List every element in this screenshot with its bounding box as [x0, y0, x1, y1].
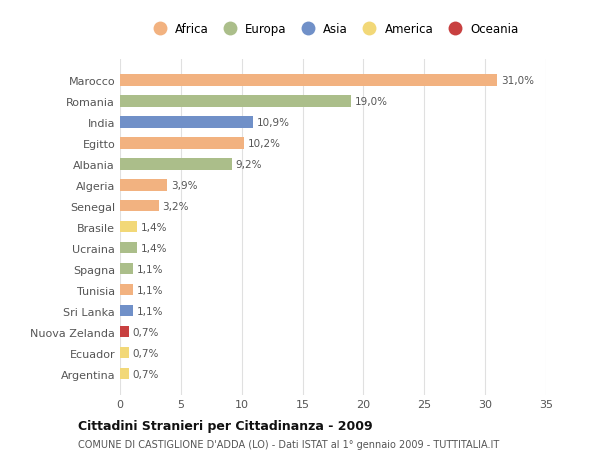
Text: 3,2%: 3,2% [163, 202, 189, 211]
Text: Cittadini Stranieri per Cittadinanza - 2009: Cittadini Stranieri per Cittadinanza - 2… [78, 420, 373, 432]
Bar [120, 263, 133, 275]
Text: 0,7%: 0,7% [132, 369, 158, 379]
Bar [120, 96, 351, 107]
Bar [120, 138, 244, 149]
Text: 1,1%: 1,1% [137, 264, 164, 274]
Text: COMUNE DI CASTIGLIONE D'ADDA (LO) - Dati ISTAT al 1° gennaio 2009 - TUTTITALIA.I: COMUNE DI CASTIGLIONE D'ADDA (LO) - Dati… [78, 439, 499, 449]
Bar [120, 117, 253, 128]
Text: 0,7%: 0,7% [132, 348, 158, 358]
Text: 3,9%: 3,9% [171, 180, 197, 190]
Text: 1,4%: 1,4% [140, 222, 167, 232]
Bar [120, 201, 159, 212]
Bar [120, 284, 133, 296]
Bar [120, 347, 128, 358]
Text: 10,9%: 10,9% [256, 118, 289, 128]
Text: 10,2%: 10,2% [248, 139, 281, 148]
Text: 19,0%: 19,0% [355, 96, 388, 106]
Text: 1,1%: 1,1% [137, 306, 164, 316]
Text: 1,4%: 1,4% [140, 243, 167, 253]
Bar [120, 326, 128, 338]
Text: 1,1%: 1,1% [137, 285, 164, 295]
Text: 9,2%: 9,2% [236, 159, 262, 169]
Bar [120, 242, 137, 254]
Text: 31,0%: 31,0% [501, 76, 534, 86]
Bar [120, 75, 497, 86]
Bar [120, 159, 232, 170]
Text: 0,7%: 0,7% [132, 327, 158, 337]
Legend: Africa, Europa, Asia, America, Oceania: Africa, Europa, Asia, America, Oceania [143, 19, 523, 41]
Bar [120, 368, 128, 380]
Bar [120, 179, 167, 191]
Bar [120, 221, 137, 233]
Bar [120, 305, 133, 317]
